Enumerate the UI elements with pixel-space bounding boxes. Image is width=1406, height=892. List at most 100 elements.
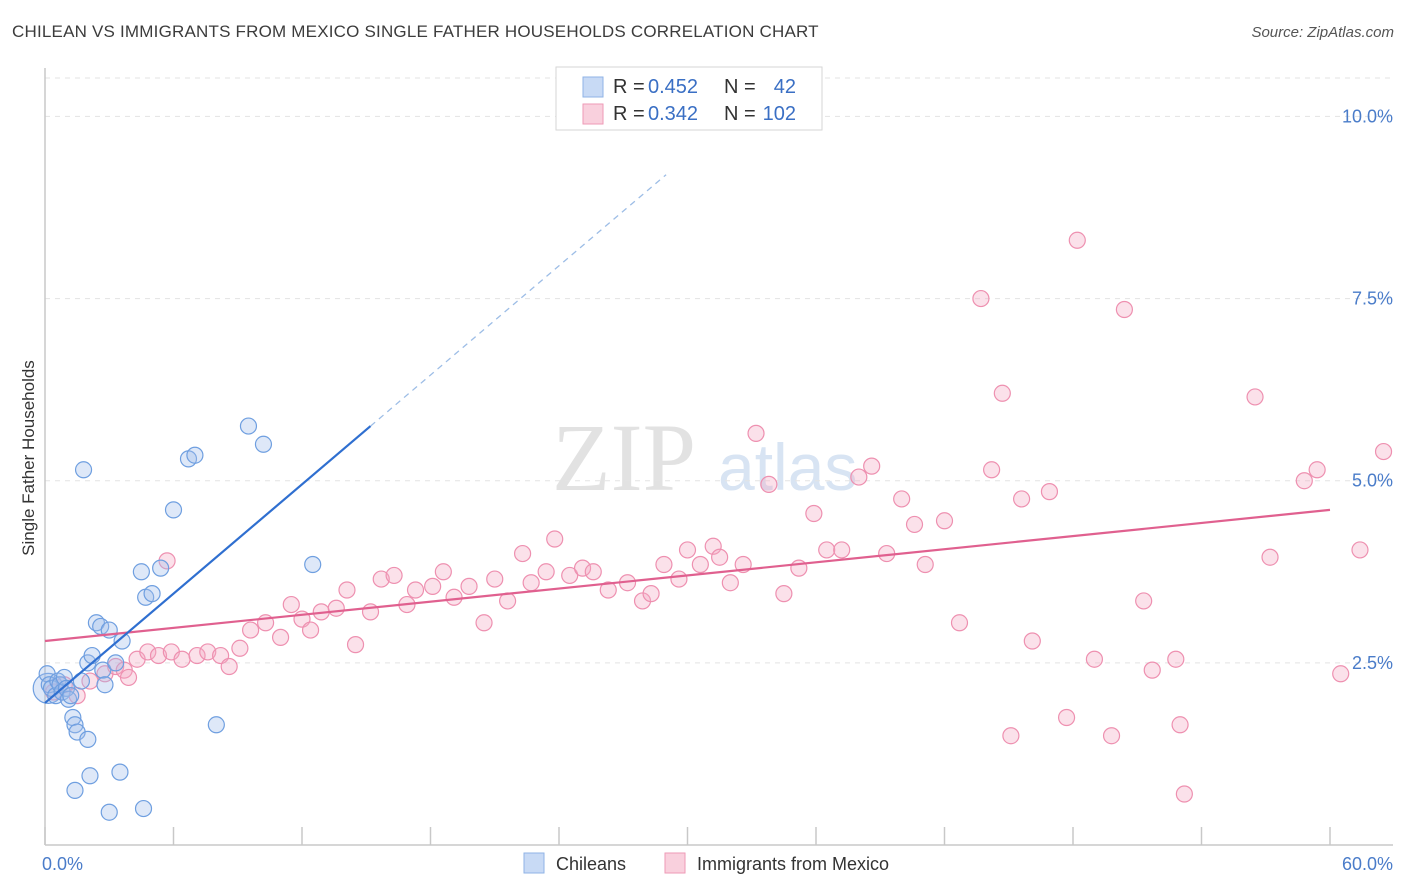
mexico-trend-line: [44, 508, 1331, 643]
top-legend: R = 0.452 N = 42 R = 0.342 N = 102: [555, 66, 823, 131]
mexico-point: [372, 570, 390, 588]
source-label: Source: ZipAtlas.com: [1251, 24, 1394, 41]
mexico-point: [691, 555, 709, 574]
chileans-point: [79, 730, 97, 748]
chileans-point: [254, 435, 273, 453]
mexico-point: [173, 650, 191, 668]
mexico-point: [486, 570, 504, 588]
mexico-point: [1295, 472, 1313, 490]
bottom-legend-swatch-chileans: [523, 852, 545, 874]
mexico-point: [678, 541, 697, 559]
mexico-point: [546, 530, 564, 548]
mexico-point: [301, 621, 320, 639]
mexico-points: [44, 231, 1393, 803]
mexico-point: [599, 581, 617, 599]
chileans-point: [239, 417, 258, 435]
mexico-point: [863, 457, 881, 475]
bottom-legend: Chileans Immigrants from Mexico: [523, 852, 889, 874]
bottom-legend-swatch-mexico: [664, 852, 686, 874]
mexico-point: [983, 461, 1001, 479]
mexico-point: [1023, 632, 1041, 650]
x-tick-label-min: 0.0%: [42, 854, 83, 874]
mexico-point: [1002, 727, 1020, 745]
mexico-point: [1374, 442, 1393, 461]
mexico-point: [1308, 461, 1326, 479]
chileans-point: [152, 559, 170, 577]
gridlines: [45, 77, 1393, 664]
mexico-point: [460, 577, 478, 595]
mexico-point: [220, 657, 238, 676]
mexico-point: [282, 595, 300, 614]
mexico-point: [513, 544, 532, 563]
legend-swatch-mexico: [582, 103, 604, 125]
mexico-point: [721, 574, 739, 592]
mexico-point: [950, 614, 969, 632]
chileans-point: [134, 799, 153, 818]
mexico-point: [935, 512, 954, 530]
mexico-point: [445, 588, 463, 606]
mexico-point: [833, 541, 851, 559]
chileans-point: [304, 555, 322, 574]
mexico-point: [139, 643, 157, 661]
y-axis-title: Single Father Households: [19, 360, 38, 556]
mexico-point: [805, 504, 823, 523]
legend-n-label-chileans: N =: [724, 76, 756, 98]
chart-title: CHILEAN VS IMMIGRANTS FROM MEXICO SINGLE…: [12, 22, 819, 41]
mexico-point: [522, 574, 540, 592]
mexico-point: [242, 621, 260, 639]
mexico-point: [850, 468, 868, 486]
watermark-atlas: atlas: [718, 430, 857, 504]
mexico-point: [199, 643, 217, 661]
mexico-point: [1246, 388, 1264, 406]
mexico-point: [893, 490, 911, 508]
mexico-point: [1102, 727, 1121, 745]
mexico-point: [711, 548, 729, 566]
mexico-point: [1332, 665, 1350, 683]
y-tick-label: 5.0%: [1352, 471, 1393, 491]
mexico-point: [1351, 541, 1369, 559]
mexico-point: [1171, 716, 1189, 734]
mexico-point: [385, 566, 403, 585]
mexico-point: [537, 563, 555, 581]
mexico-point: [424, 577, 442, 595]
mexico-point: [346, 636, 365, 654]
mexico-point: [670, 570, 688, 588]
chileans-point: [207, 716, 225, 734]
mexico-point: [475, 614, 493, 632]
watermark: ZIP atlas: [552, 404, 857, 511]
mexico-point: [1135, 592, 1153, 610]
mexico-point: [1143, 661, 1161, 679]
legend-r-value-mexico: 0.342: [648, 103, 698, 125]
mexico-point: [775, 585, 793, 603]
mexico-point: [338, 581, 356, 599]
trend-lines: [44, 174, 1331, 704]
mexico-point: [119, 668, 138, 687]
mexico-point: [993, 384, 1011, 402]
bottom-legend-label-mexico: Immigrants from Mexico: [697, 854, 889, 874]
mexico-point: [406, 581, 425, 599]
chileans-trend-extension: [370, 174, 667, 427]
mexico-point: [1068, 231, 1086, 249]
mexico-point: [149, 646, 168, 665]
mexico-point: [434, 563, 452, 581]
mexico-point: [573, 559, 592, 577]
y-tick-label: 10.0%: [1342, 106, 1393, 126]
mexico-point: [916, 555, 934, 574]
chileans-point: [164, 501, 183, 519]
mexico-point: [1261, 548, 1279, 566]
chileans-point: [83, 646, 101, 665]
chileans-point: [186, 446, 204, 464]
mexico-point: [1085, 650, 1104, 668]
chileans-point: [94, 661, 112, 679]
mexico-point: [1040, 483, 1059, 501]
chileans-point: [132, 563, 150, 581]
bottom-legend-label-chileans: Chileans: [556, 854, 626, 874]
mexico-point: [704, 537, 722, 555]
legend-r-value-chileans: 0.452: [648, 76, 698, 98]
x-tick-label-max: 60.0%: [1342, 854, 1393, 874]
mexico-point: [231, 639, 249, 657]
legend-n-value-mexico: 102: [763, 103, 796, 125]
chileans-point: [96, 676, 114, 694]
mexico-point: [747, 424, 765, 442]
mexico-point: [905, 515, 924, 534]
